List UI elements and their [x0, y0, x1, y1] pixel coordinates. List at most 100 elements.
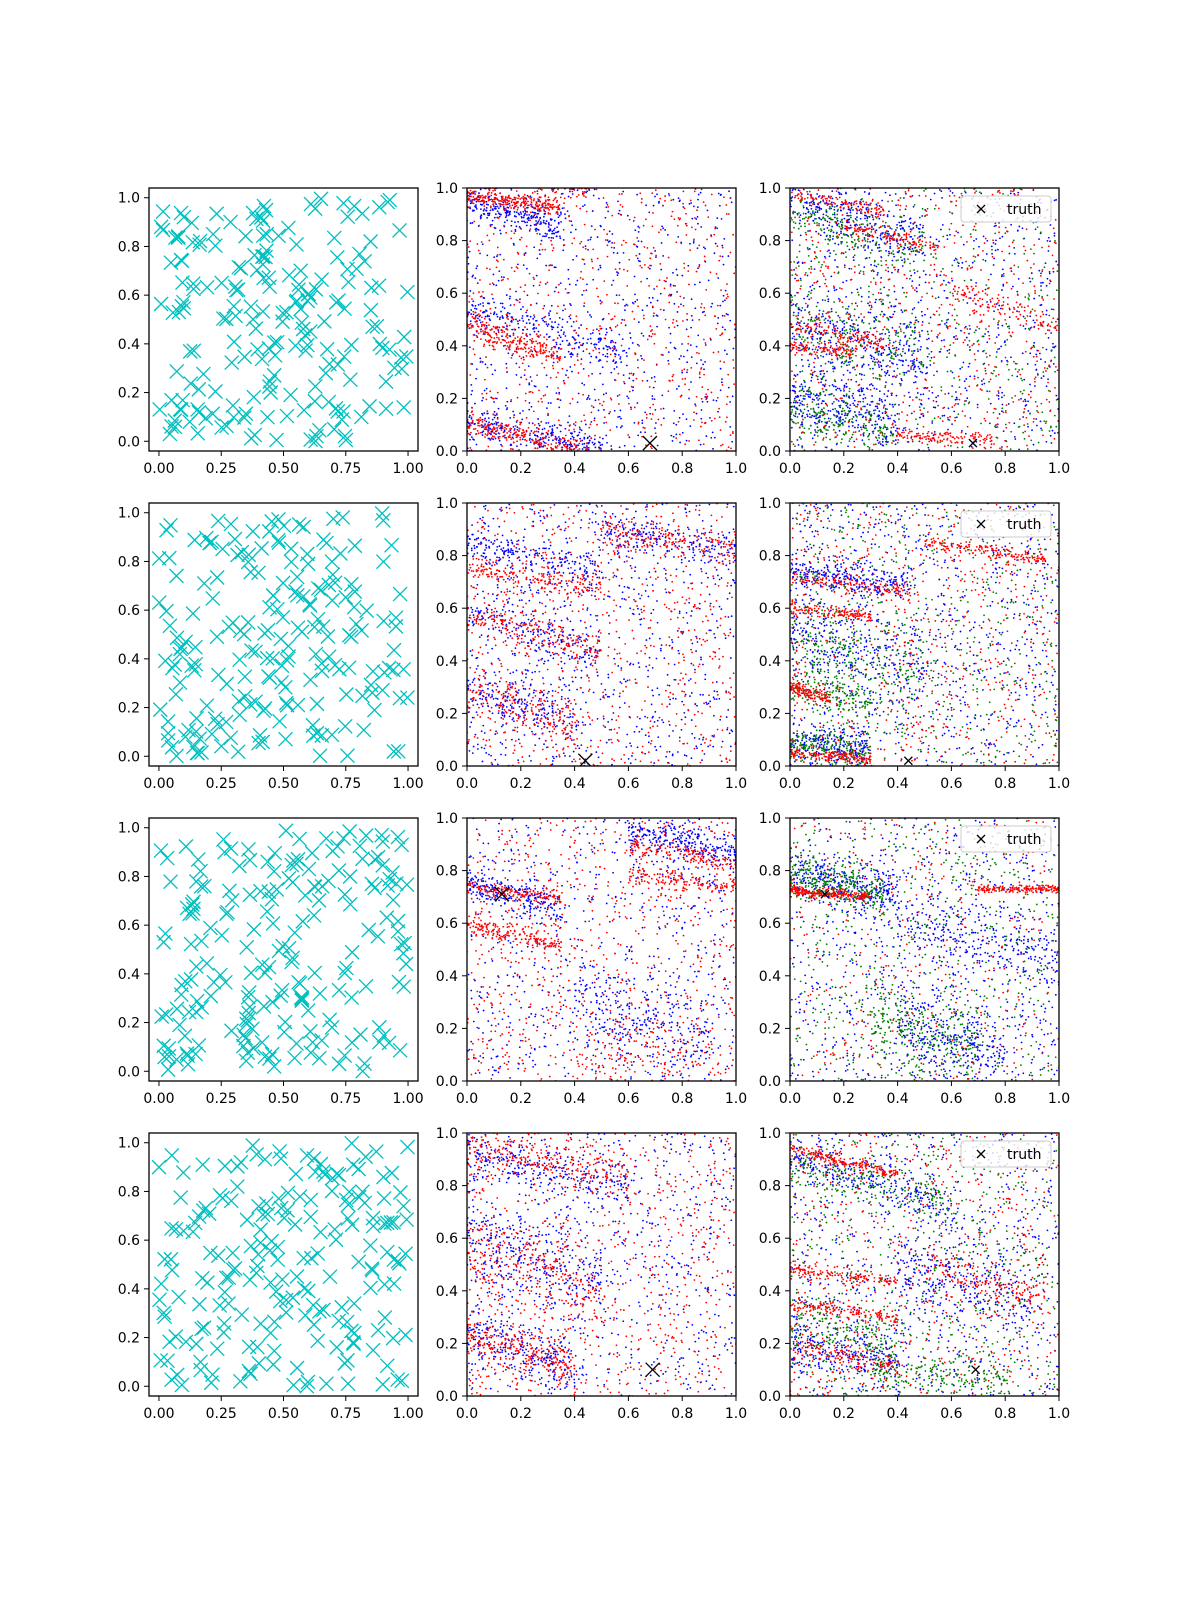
sample-point [307, 201, 323, 217]
sample-point [820, 208, 823, 210]
sample-point [478, 291, 480, 293]
sample-point [509, 344, 511, 346]
sample-point [482, 396, 484, 399]
sample-point [503, 276, 505, 279]
sample-point [701, 386, 704, 389]
sample-point [718, 416, 721, 419]
sample-point [571, 435, 574, 438]
sample-point [715, 328, 718, 330]
sample-point [543, 208, 545, 211]
sample-point [1028, 277, 1031, 280]
sample-point [597, 398, 600, 401]
sample-point [556, 355, 558, 357]
sample-point [805, 207, 808, 209]
sample-point [638, 344, 641, 347]
sample-point [475, 368, 478, 371]
sample-point [868, 290, 870, 293]
sample-point [533, 385, 536, 387]
sample-point [544, 282, 547, 285]
sample-point [938, 188, 941, 191]
sample-point [904, 208, 907, 211]
sample-point [648, 267, 651, 270]
sample-point [712, 351, 715, 354]
sample-point [802, 365, 804, 367]
sample-point [532, 206, 535, 209]
sample-point [661, 225, 664, 228]
sample-point [798, 413, 801, 415]
sample-point [481, 392, 484, 395]
sample-point [794, 222, 797, 225]
sample-point [515, 347, 518, 349]
sample-point [915, 376, 918, 378]
sample-point [1045, 284, 1048, 287]
sample-point [840, 193, 843, 196]
sample-point [495, 433, 497, 435]
sample-point [922, 415, 925, 418]
sample-point [681, 274, 684, 277]
sample-point [990, 245, 993, 248]
sample-point [519, 412, 521, 415]
sample-point [722, 263, 725, 266]
sample-point [1012, 285, 1014, 288]
sample-point [660, 424, 663, 426]
sample-point [904, 244, 907, 247]
sample-point [549, 425, 551, 428]
sample-point [519, 436, 522, 439]
sample-point [1046, 324, 1049, 327]
sample-point [508, 335, 511, 337]
sample-point [887, 417, 890, 420]
sample-point [539, 352, 542, 355]
sample-point [914, 253, 917, 256]
sample-point [518, 366, 521, 369]
sample-point [588, 435, 591, 438]
sample-point [613, 368, 616, 370]
sample-point [693, 283, 696, 286]
sample-point [590, 236, 592, 239]
sample-point [913, 307, 916, 309]
sample-point [682, 190, 685, 193]
sample-point [655, 422, 657, 424]
sample-point [810, 416, 813, 419]
sample-point [1046, 277, 1049, 280]
sample-point [595, 287, 598, 290]
sample-point [530, 349, 532, 351]
sample-point [807, 388, 810, 391]
sample-point [993, 225, 996, 228]
sample-point [991, 372, 994, 375]
sample-point [961, 261, 964, 264]
sample-point [914, 370, 917, 373]
sample-point [725, 416, 728, 419]
sample-point [706, 209, 709, 212]
sample-point [804, 309, 806, 311]
sample-point [1056, 270, 1059, 273]
sample-point [610, 318, 613, 321]
sample-point [578, 431, 581, 434]
sample-point [705, 435, 708, 437]
sample-point [839, 330, 842, 333]
sample-point [909, 396, 911, 398]
sample-point [573, 189, 576, 191]
sample-point [483, 343, 486, 346]
sample-point [687, 270, 690, 273]
sample-point [681, 369, 684, 372]
sample-point [259, 226, 275, 242]
sample-point [652, 403, 655, 406]
sample-point [683, 262, 686, 265]
sample-point [489, 439, 492, 441]
sample-point [537, 439, 539, 442]
sample-point [673, 326, 676, 329]
sample-point [794, 188, 797, 191]
sample-point [834, 242, 836, 245]
sample-point [604, 355, 607, 358]
sample-point [519, 198, 522, 200]
sample-point [484, 433, 487, 436]
sample-point [471, 422, 474, 425]
sample-point [491, 223, 493, 226]
sample-point [513, 303, 516, 306]
sample-point [939, 432, 941, 435]
sample-point [535, 319, 537, 322]
sample-point [839, 221, 842, 223]
sample-point [545, 359, 548, 362]
sample-point [862, 270, 865, 273]
sample-point [509, 288, 512, 290]
